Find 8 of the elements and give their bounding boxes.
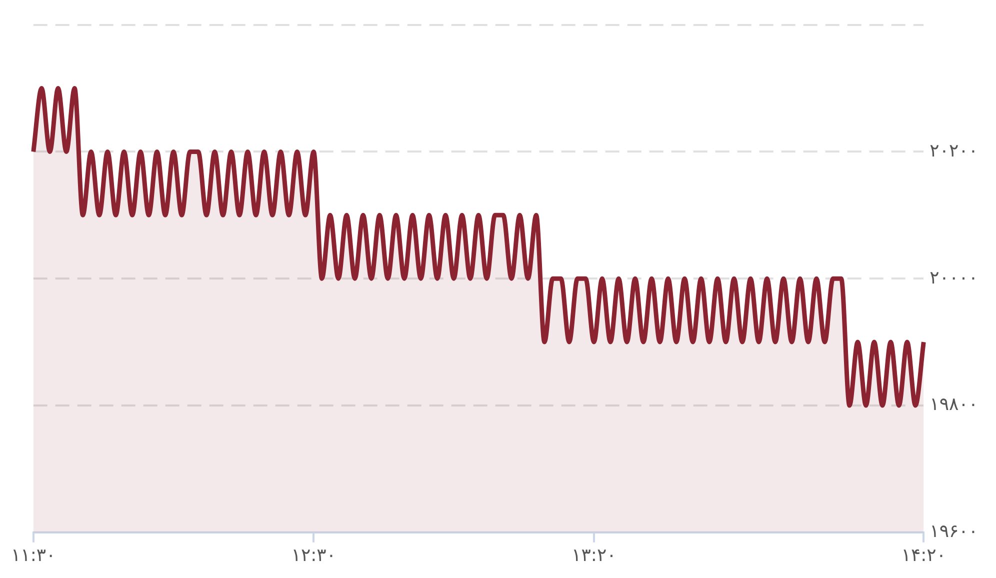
x-tick-label: ۱۴:۲۰ — [901, 544, 946, 566]
y-tick-label: ۱۹۶۰۰ — [930, 521, 978, 542]
y-tick-label: ۲۰۰۰۰ — [930, 267, 978, 288]
x-tick-label: ۱۲:۳۰ — [291, 544, 336, 566]
x-tick-label: ۱۳:۲۰ — [572, 544, 616, 566]
x-tick-label: ۱۱:۳۰ — [10, 544, 56, 566]
y-tick-label: ۲۰۲۰۰ — [930, 140, 978, 162]
y-tick-label: ۱۹۸۰۰ — [930, 394, 978, 416]
